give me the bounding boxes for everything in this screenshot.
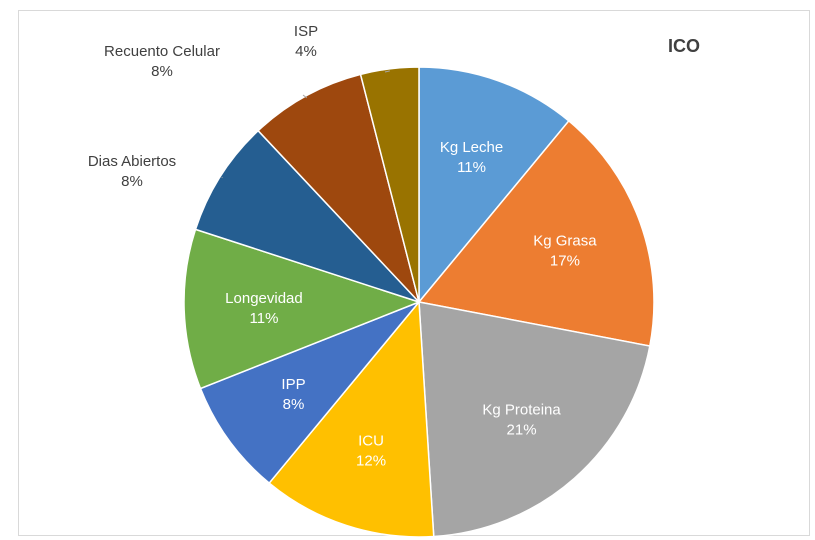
slice-label-icu: ICU bbox=[358, 433, 384, 450]
slice-label-recuento-celular: Recuento Celular bbox=[104, 43, 220, 60]
pie-slice-kg-grasa bbox=[417, 119, 655, 347]
pie-slice-isp bbox=[359, 66, 420, 303]
leader-line-isp bbox=[384, 70, 390, 73]
slice-label-isp: ISP bbox=[294, 23, 318, 40]
slice-label-ipp: IPP bbox=[281, 376, 305, 393]
slice-percent-kg-proteina: 21% bbox=[507, 421, 537, 438]
pie-slice-kg-proteina bbox=[418, 301, 651, 538]
pie-slice-dias-abiertos bbox=[194, 129, 420, 303]
slice-percent-isp: 4% bbox=[295, 43, 317, 60]
pie-slice-longevidad bbox=[183, 228, 422, 390]
pie-slice-ipp bbox=[199, 301, 420, 485]
chart-title: ICO bbox=[668, 36, 701, 56]
slice-label-kg-proteina: Kg Proteina bbox=[482, 401, 561, 418]
slice-label-longevidad: Longevidad bbox=[225, 290, 303, 307]
slice-percent-dias-abiertos: 8% bbox=[121, 173, 143, 190]
slice-percent-kg-leche: 11% bbox=[457, 159, 486, 176]
pie-slice-recuento-celular bbox=[257, 73, 420, 303]
slice-percent-recuento-celular: 8% bbox=[151, 63, 173, 80]
slice-label-kg-grasa: Kg Grasa bbox=[533, 232, 597, 249]
slice-percent-icu: 12% bbox=[356, 453, 386, 470]
slice-percent-kg-grasa: 17% bbox=[550, 252, 580, 269]
pie-slice-kg-leche bbox=[418, 66, 570, 305]
slice-percent-ipp: 8% bbox=[283, 396, 305, 413]
leader-line-recuento-celular bbox=[302, 94, 308, 99]
pie-slice-icu bbox=[268, 300, 435, 538]
slice-percent-longevidad: 11% bbox=[250, 310, 279, 327]
slice-label-dias-abiertos: Dias Abiertos bbox=[88, 153, 176, 170]
slice-label-kg-leche: Kg Leche bbox=[440, 139, 503, 156]
